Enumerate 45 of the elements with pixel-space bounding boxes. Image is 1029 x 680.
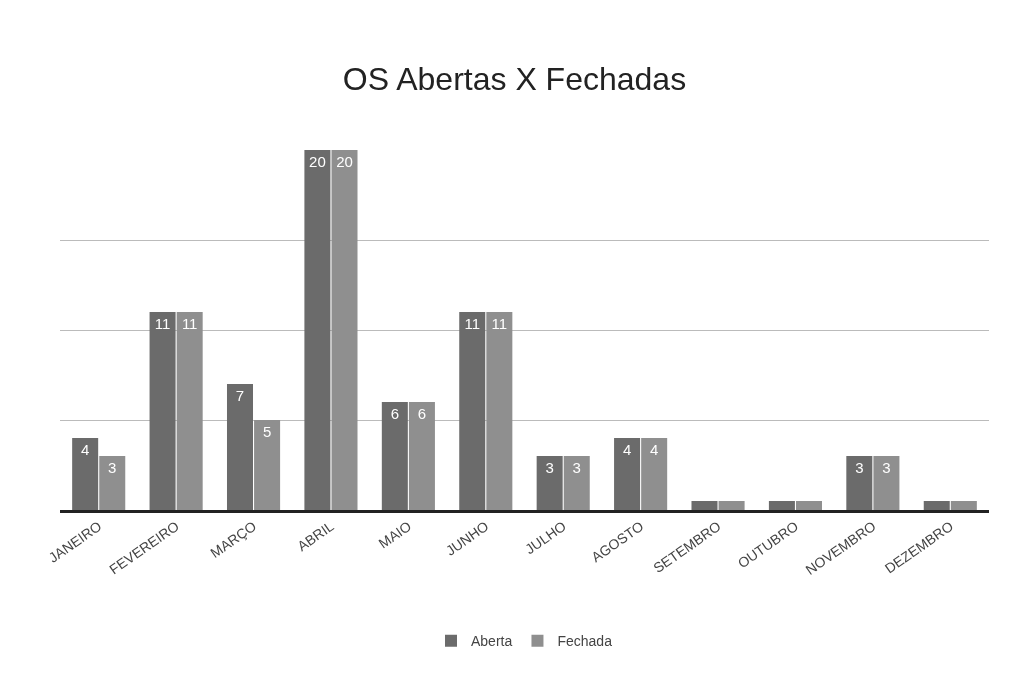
bar [149, 312, 176, 510]
data-label: 11 [464, 315, 481, 332]
data-label: 20 [309, 153, 326, 170]
bar [950, 501, 977, 510]
data-label: 11 [181, 315, 198, 332]
bar [846, 456, 873, 510]
bar [331, 150, 358, 510]
bar [304, 150, 331, 510]
bar [176, 312, 203, 510]
bar [768, 501, 795, 510]
bar [254, 420, 281, 510]
data-label: 3 [855, 459, 864, 476]
bar [99, 456, 126, 510]
data-label: 11 [154, 315, 171, 332]
bar [718, 501, 745, 510]
data-label: 7 [235, 387, 245, 404]
bar [536, 456, 563, 510]
bar [641, 438, 668, 510]
bar [486, 312, 513, 510]
bar [923, 501, 950, 510]
data-label: 3 [108, 459, 117, 476]
data-label: 4 [622, 441, 632, 458]
data-label: 11 [491, 315, 508, 332]
data-label: 6 [417, 405, 427, 422]
bar [563, 456, 590, 510]
bar [381, 402, 408, 510]
legend-label: Aberta [471, 633, 513, 650]
data-label: 3 [545, 459, 554, 476]
bar [72, 438, 99, 510]
bar [226, 384, 253, 510]
data-label: 5 [262, 423, 272, 440]
bar [873, 456, 900, 510]
bar [459, 312, 486, 510]
bar [408, 402, 435, 510]
bar [796, 501, 823, 510]
bar [691, 501, 718, 510]
data-label: 3 [882, 459, 891, 476]
bar [614, 438, 641, 510]
data-label: 3 [572, 459, 581, 476]
legend-label: Fechada [557, 633, 613, 650]
data-label: 20 [336, 153, 353, 170]
data-label: 6 [390, 405, 399, 422]
data-label: 4 [650, 441, 659, 458]
data-label: 4 [80, 441, 90, 458]
chart-title: OS Abertas X Fechadas [342, 61, 687, 98]
